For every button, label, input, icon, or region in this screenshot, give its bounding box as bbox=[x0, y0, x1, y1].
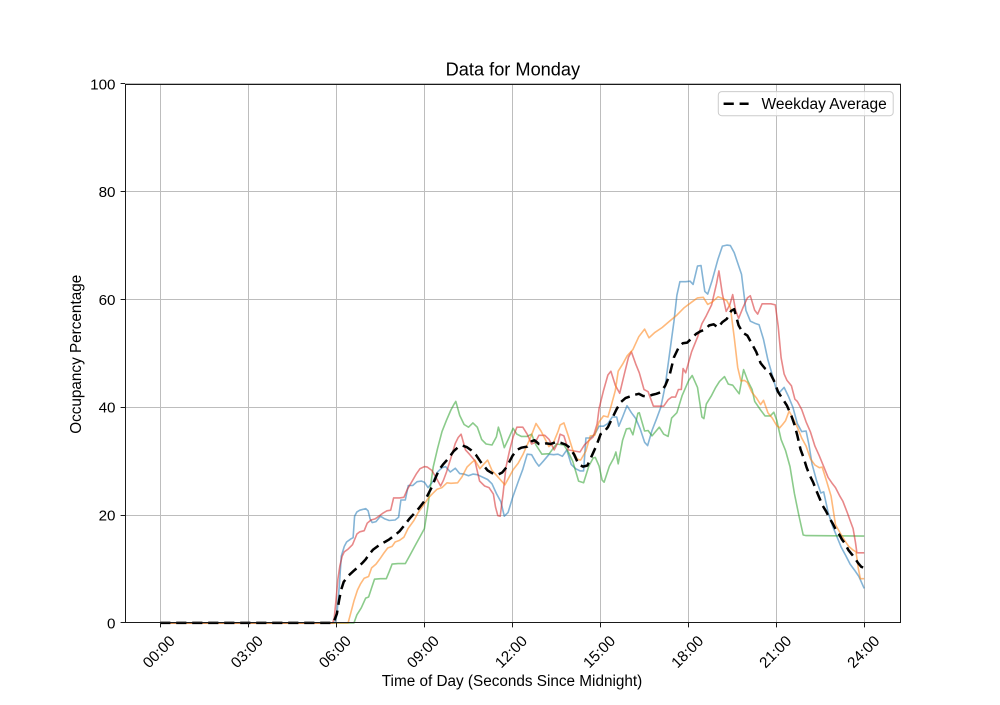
svg-text:60: 60 bbox=[99, 292, 116, 309]
svg-text:0: 0 bbox=[107, 615, 115, 632]
svg-text:Weekday Average: Weekday Average bbox=[762, 96, 887, 113]
svg-text:20: 20 bbox=[99, 508, 116, 525]
svg-text:Time of Day (Seconds Since Mid: Time of Day (Seconds Since Midnight) bbox=[382, 673, 642, 690]
svg-text:Data for Monday: Data for Monday bbox=[446, 59, 581, 79]
svg-text:80: 80 bbox=[99, 184, 116, 201]
svg-text:Occupancy Percentage: Occupancy Percentage bbox=[68, 275, 85, 434]
svg-text:100: 100 bbox=[90, 76, 115, 93]
svg-text:40: 40 bbox=[99, 400, 116, 417]
